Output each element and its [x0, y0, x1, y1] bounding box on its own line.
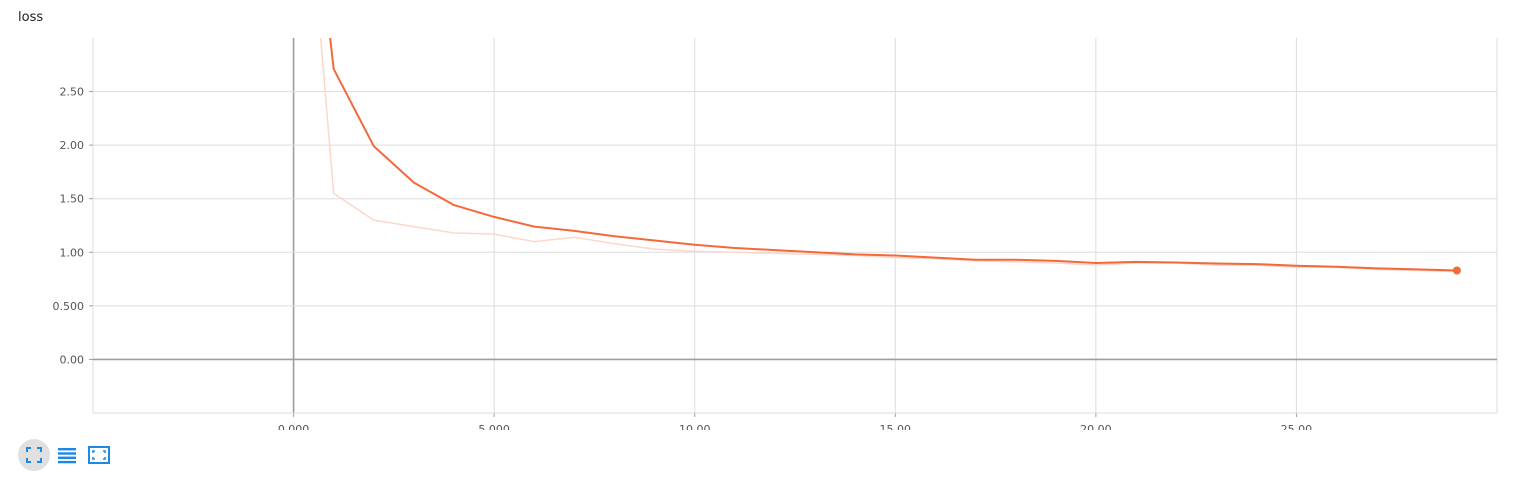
raw-loss-line	[319, 38, 1457, 273]
y-tick-label: 0.500	[53, 300, 85, 313]
x-tick-label: 10.00	[679, 423, 711, 430]
fullscreen-button[interactable]	[18, 439, 50, 471]
list-icon	[58, 448, 76, 464]
y-tick-label: 1.50	[60, 193, 85, 206]
y-tick-label: 1.00	[60, 246, 85, 259]
toggle-log-scale-button[interactable]	[52, 440, 82, 470]
smoothed-loss-line	[329, 38, 1457, 272]
fit-domain-button[interactable]	[84, 440, 114, 470]
x-tick-label: 15.00	[880, 423, 912, 430]
y-tick-label: 2.00	[60, 139, 85, 152]
chart-title: loss	[18, 10, 44, 25]
fullscreen-icon	[26, 447, 42, 463]
loss-chart: 0.000 5.000 10.00 15.00 20.00 25.00 0.00 0.500 1…	[53, 38, 1498, 430]
x-tick-label: 25.00	[1281, 423, 1313, 430]
x-tick-label: 20.00	[1080, 423, 1112, 430]
fit-domain-icon	[88, 446, 110, 464]
x-tick-label: 5.000	[478, 423, 510, 430]
x-tick-label: 0.000	[278, 423, 310, 430]
y-tick-label: 2.50	[60, 86, 85, 99]
last-point-marker	[1452, 266, 1461, 275]
chart-toolbar	[18, 438, 116, 472]
y-tick-label: 0.00	[60, 353, 85, 366]
